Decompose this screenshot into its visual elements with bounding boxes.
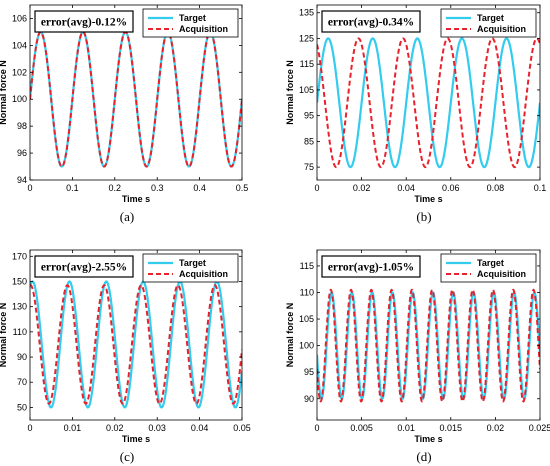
legend-label-acquisition: Acquisition [477,24,526,34]
series-line-acquisition [317,288,540,403]
x-tick-label: 0.01 [64,423,82,433]
series-line-target [317,37,540,169]
x-tick-label: 0.005 [350,423,373,433]
y-tick-label: 110 [300,288,314,298]
error-annotation: error(avg)-1.05% [328,262,414,274]
panel-label: (c) [120,449,134,464]
legend-label-target: Target [179,13,206,23]
x-tick-label: 0.4 [193,183,206,193]
y-tick-label: 90 [17,352,27,362]
x-axis-label: Time s [122,194,150,204]
error-annotation: error(avg)-2.55% [41,262,127,274]
y-tick-label: 102 [12,67,27,77]
y-tick-label: 150 [12,276,27,286]
x-tick-label: 0.3 [151,183,164,193]
x-tick-label: 0.01 [397,423,415,433]
y-tick-label: 170 [12,251,27,261]
error-annotation: error(avg)-0.34% [328,17,414,29]
y-axis-label: Normal force N [0,303,8,368]
x-tick-label: 0.1 [534,183,547,193]
y-tick-label: 75 [304,162,314,172]
x-tick-label: 0 [27,183,32,193]
error-annotation-box [34,255,134,278]
axes-frame [29,249,243,421]
series-line-target [30,280,242,409]
panel-label: (b) [416,209,431,224]
x-axis-label: Time s [414,194,442,204]
y-tick-label: 135 [299,8,314,18]
y-tick-label: 90 [304,394,314,404]
y-tick-label: 110 [13,327,27,337]
series-line-acquisition [317,37,540,169]
y-axis-label: Normal force N [285,303,295,368]
axes-frame [316,249,541,421]
legend-box [142,253,239,283]
x-axis-label: Time s [122,434,150,444]
y-tick-label: 115 [300,59,314,69]
y-axis-label: Normal force N [0,60,8,125]
y-tick-label: 70 [17,377,27,387]
error-annotation-box [321,255,421,278]
axes-frame [316,4,541,181]
x-tick-label: 0.1 [66,183,79,193]
x-tick-label: 0.2 [109,183,122,193]
x-tick-label: 0.025 [529,423,550,433]
x-tick-label: 0.02 [106,423,124,433]
y-tick-label: 100 [12,94,27,104]
y-tick-label: 125 [299,33,314,43]
y-tick-label: 106 [12,13,27,23]
legend-label-target: Target [179,258,206,268]
x-axis-label: Time s [414,434,442,444]
y-tick-label: 105 [299,314,314,324]
panel-label: (d) [416,449,431,464]
chart-panel-d: 0 0.005 0.01 0.015 0.02 0.025 90 95 100 105 110 115… [285,249,550,464]
x-tick-label: 0.04 [397,183,415,193]
x-tick-label: 0.03 [148,423,166,433]
chart-panel-b: 0 0.02 0.04 0.06 0.08 0.1 75 85 95 105 115 125 135 Ti… [285,4,547,224]
y-tick-label: 96 [17,148,27,158]
x-tick-label: 0.04 [191,423,209,433]
y-tick-label: 130 [12,302,27,312]
y-tick-label: 100 [299,341,314,351]
x-tick-label: 0.08 [487,183,505,193]
chart-panel-a: 0 0.1 0.2 0.3 0.4 0.5 94 96 98 100 102 104 106 Time s… [0,4,249,224]
series-line-acquisition [30,30,242,168]
legend-label-target: Target [477,258,504,268]
error-annotation-box [34,10,134,33]
x-tick-label: 0.05 [233,423,251,433]
legend-box [440,253,537,283]
x-tick-label: 0 [27,423,32,433]
y-tick-label: 85 [304,136,314,146]
legend-box [142,8,239,38]
x-tick-label: 0.06 [442,183,460,193]
y-tick-label: 98 [17,121,27,131]
x-tick-label: 0 [314,423,319,433]
error-annotation-box [321,10,421,33]
y-tick-label: 95 [304,111,314,121]
x-tick-label: 0.015 [440,423,463,433]
y-tick-label: 105 [299,85,314,95]
x-tick-label: 0.5 [236,183,249,193]
y-tick-label: 50 [17,402,27,412]
y-tick-label: 94 [17,175,27,185]
x-tick-label: 0 [314,183,319,193]
legend-label-acquisition: Acquisition [179,269,228,279]
legend-box [440,8,537,38]
legend-label-target: Target [477,13,504,23]
legend-label-acquisition: Acquisition [179,24,228,34]
y-axis-label: Normal force N [285,60,295,125]
y-tick-label: 104 [12,40,27,50]
x-tick-label: 0.02 [487,423,505,433]
chart-panel-c: 0 0.01 0.02 0.03 0.04 0.05 50 70 90 110 130 150 170 T… [0,249,251,464]
y-tick-label: 95 [304,367,314,377]
error-annotation: error(avg)-0.12% [41,17,127,29]
panel-label: (a) [120,209,134,224]
legend-label-acquisition: Acquisition [477,269,526,279]
y-tick-label: 115 [300,261,314,271]
axes-frame [29,4,243,181]
x-tick-label: 0.02 [353,183,371,193]
